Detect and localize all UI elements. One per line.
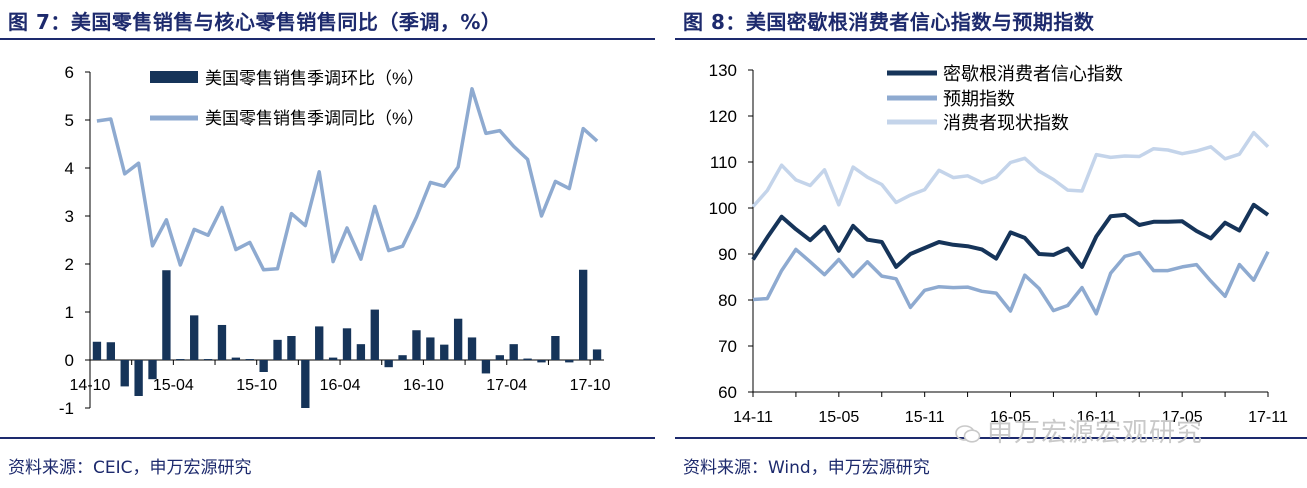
mom-bar [315, 326, 324, 360]
x-tick-label: 17-05 [1162, 409, 1203, 426]
legend-label-2: 消费者现状指数 [943, 113, 1069, 133]
y-tick-label: 120 [709, 107, 737, 126]
mom-bar [176, 359, 185, 360]
y-tick-label: 110 [710, 153, 737, 172]
mom-bar [287, 336, 296, 360]
y-tick-label: 5 [65, 111, 74, 130]
y-tick-label: 90 [718, 245, 737, 264]
watermark: 申万宏源宏观研究 [955, 412, 1203, 449]
left-chart-panel: 图 7：美国零售销售与核心零售销售同比（季调，%） 6 5 4 3 2 1 0 -1 14-10… [0, 10, 655, 478]
y-tick-label: 70 [718, 337, 737, 356]
yoy-line [96, 87, 599, 272]
x-tick-label: 14-10 [70, 377, 111, 394]
mom-bar [120, 360, 129, 387]
mom-bar [217, 324, 227, 360]
wechat-icon [955, 424, 981, 443]
y-tick-label: 80 [718, 291, 737, 310]
right-source-rule [675, 437, 1307, 439]
y-tick-label: 3 [65, 207, 74, 226]
x-tick-label: 17-11 [1248, 409, 1288, 426]
x-tick-label: 15-05 [818, 409, 859, 426]
x-tick-label: 15-11 [905, 409, 945, 426]
series-line-0 [751, 202, 1270, 269]
left-source-rule [0, 437, 655, 439]
legend-label-yoy: 美国零售销售季调同比（%） [205, 109, 424, 128]
y-tick-label: 100 [709, 199, 737, 218]
y-tick-label: 1 [65, 303, 74, 322]
mom-bar [426, 337, 435, 360]
mom-bar [190, 315, 199, 360]
mom-bar [523, 358, 532, 360]
mom-bar [92, 341, 102, 360]
mom-bar [537, 360, 546, 363]
mom-bar [134, 360, 143, 396]
y-tick-label: 130 [709, 61, 737, 80]
right-chart-title: 图 8：美国密歇根消费者信心指数与预期指数 [683, 10, 1095, 34]
mom-bar [148, 360, 157, 380]
right-chart-panel: 图 8：美国密歇根消费者信心指数与预期指数 130 120 110 100 90 80 70… [675, 0, 1307, 488]
left-chart-title: 图 7：美国零售销售与核心零售销售同比（季调，%） [8, 10, 502, 34]
mom-bar [481, 360, 491, 374]
right-title-rule [675, 38, 1307, 40]
x-tick-label: 16-04 [320, 377, 361, 394]
mom-bar [273, 339, 282, 360]
mom-bar [245, 359, 254, 360]
series-line-2 [751, 130, 1270, 208]
mom-bar [162, 270, 171, 360]
right-source: 资料来源：Wind，申万宏源研究 [683, 458, 930, 478]
y-tick-label: 0 [65, 351, 74, 370]
legend-label-0: 密歇根消费者信心指数 [943, 64, 1123, 84]
legend-label-1: 预期指数 [943, 89, 1015, 109]
michigan-sentiment-chart: 130 120 110 100 90 80 70 60 14-11 15-05 15-11 16-05… [709, 61, 1288, 426]
mom-bar [578, 269, 588, 360]
x-tick-label: 17-04 [486, 377, 527, 394]
left-title-rule [0, 38, 655, 40]
mom-bar [301, 360, 310, 408]
y-tick-label: 60 [718, 383, 737, 402]
mom-bar [440, 344, 449, 360]
x-tick-label: 15-10 [236, 377, 277, 394]
mom-bar [259, 360, 268, 372]
mom-bar [370, 309, 379, 360]
mom-bar [231, 357, 241, 360]
x-tick-label: 17-10 [570, 377, 611, 394]
mom-bar [495, 355, 504, 360]
mom-bar [509, 344, 518, 360]
retail-sales-chart: 6 5 4 3 2 1 0 -1 14-10 15-04 15-10 16-04 16-10 17-04 1… [59, 63, 611, 418]
mom-bar [328, 357, 338, 360]
mom-bar [467, 337, 477, 360]
x-tick-label: 14-11 [733, 409, 773, 426]
series-line-1 [752, 247, 1270, 316]
mom-bar [203, 359, 213, 360]
y-tick-label: 6 [65, 63, 74, 82]
y-tick-label: 2 [65, 255, 74, 274]
x-tick-label: 16-11 [1076, 409, 1116, 426]
mom-bar [412, 330, 421, 360]
y-tick-label: 4 [65, 159, 74, 178]
mom-bar [356, 344, 366, 360]
mom-bar [384, 360, 393, 368]
mom-bar [565, 360, 574, 363]
x-tick-label: 15-04 [153, 377, 194, 394]
legend-label-mom: 美国零售销售季调环比（%） [205, 69, 424, 88]
left-source: 资料来源：CEIC，申万宏源研究 [8, 458, 252, 478]
x-tick-label: 16-05 [990, 409, 1031, 426]
watermark-text: 申万宏源宏观研究 [987, 418, 1204, 448]
mom-bar [106, 342, 116, 360]
mom-bar [453, 318, 463, 360]
legend-swatch-mom [150, 71, 198, 83]
mom-bar [551, 336, 560, 360]
mom-bar [398, 355, 407, 360]
x-tick-label: 16-10 [403, 377, 444, 394]
mom-bar [592, 349, 602, 360]
y-tick-label: -1 [59, 399, 74, 418]
mom-bar [342, 328, 352, 360]
